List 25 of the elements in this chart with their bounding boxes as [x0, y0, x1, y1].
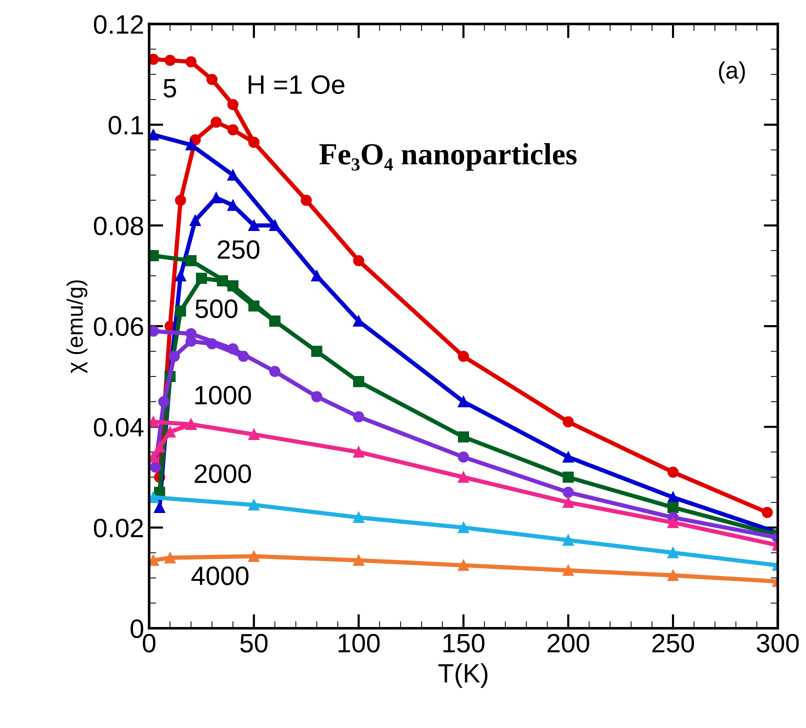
- x-tick-label: 50: [240, 634, 268, 653]
- x-tick-label: 100: [338, 634, 380, 653]
- y-tick-label: 0.06: [94, 317, 144, 336]
- x-tick-label: 200: [548, 634, 590, 653]
- annotation: 5: [164, 79, 176, 98]
- annotation: (a): [718, 61, 745, 84]
- x-tick-label: 0: [142, 634, 156, 653]
- y-tick-label: 0.1: [108, 116, 143, 135]
- y-tick-label: 0.08: [94, 216, 144, 236]
- annotation: 1000: [195, 386, 251, 405]
- x-tick-label: 300: [756, 634, 799, 653]
- annotation: 250: [218, 240, 260, 259]
- x-tick-label: 250: [652, 634, 694, 653]
- y-axis-title: χ (emu/g): [66, 280, 88, 374]
- annotation: H =1 Oe: [248, 75, 344, 94]
- x-axis-title: T(K): [438, 663, 488, 688]
- annotation: 500: [195, 299, 238, 318]
- y-tick-label: 0.02: [94, 518, 143, 538]
- annotation: 4000: [191, 566, 248, 586]
- annotation: 2000: [194, 464, 251, 484]
- y-tick-label: 0: [130, 619, 144, 638]
- annotation: Fe₃O₄ nanoparticles: [319, 143, 577, 171]
- y-tick-label: 0.12: [94, 15, 143, 34]
- y-tick-label: 0.04: [94, 418, 144, 437]
- x-tick-label: 150: [443, 634, 484, 653]
